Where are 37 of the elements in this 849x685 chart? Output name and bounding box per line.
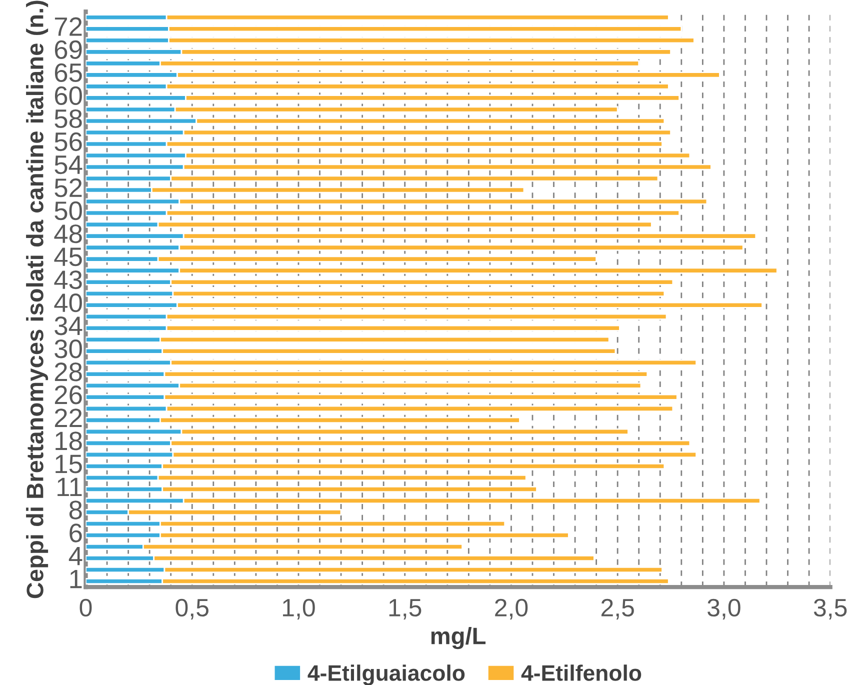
x-tick-label: 2,5	[601, 598, 634, 620]
y-tick-label: 45	[54, 248, 82, 266]
x-tick-label: 0	[80, 598, 92, 617]
y-tick-label: 69	[54, 40, 82, 60]
y-tick-label: 18	[56, 432, 82, 450]
y-tick-label: 34	[54, 316, 82, 336]
y-tick-label: 4	[68, 546, 82, 566]
legend-label: 4-Etilfenolo	[521, 664, 642, 681]
y-tick-label: 11	[58, 478, 82, 496]
x-tick-label: 1,0	[283, 598, 315, 620]
x-axis-title: mg/L	[431, 627, 486, 650]
y-tick-label: 40	[54, 293, 82, 312]
y-tick-label: 43	[54, 270, 82, 290]
y-tick-label: 50	[54, 201, 82, 220]
y-tick-label: 48	[54, 224, 82, 244]
y-tick-label: 30	[54, 340, 82, 358]
y-axis-title: Ceppi di Brettanomyces isolati da cantine italiane (n.)	[26, 0, 48, 598]
y-tick-label: 52	[54, 178, 82, 198]
legend-label: 4-Etilguaiacolo	[308, 664, 465, 685]
y-tick-label: 58	[54, 109, 82, 128]
y-tick-label: 26	[54, 386, 82, 404]
x-tick-label: 3,0	[708, 598, 740, 620]
y-tick-label: 8	[69, 500, 82, 520]
x-tick-label: 2,0	[495, 598, 528, 620]
y-tick-label: 65	[54, 63, 82, 82]
x-tick-label: 3,5	[814, 598, 847, 620]
y-tick-label: 54	[54, 156, 82, 174]
y-tick-label: 72	[54, 17, 82, 36]
y-tick-label: 1	[70, 570, 82, 588]
y-tick-label: 6	[70, 524, 82, 542]
y-tick-label: 15	[56, 454, 82, 474]
x-tick-label: 0,5	[176, 598, 208, 620]
y-tick-label: 22	[54, 408, 82, 428]
x-tick-label: 1,5	[389, 599, 422, 620]
y-tick-label: 56	[54, 132, 82, 152]
y-tick-label: 28	[54, 362, 82, 382]
y-tick-label: 60	[54, 86, 82, 106]
